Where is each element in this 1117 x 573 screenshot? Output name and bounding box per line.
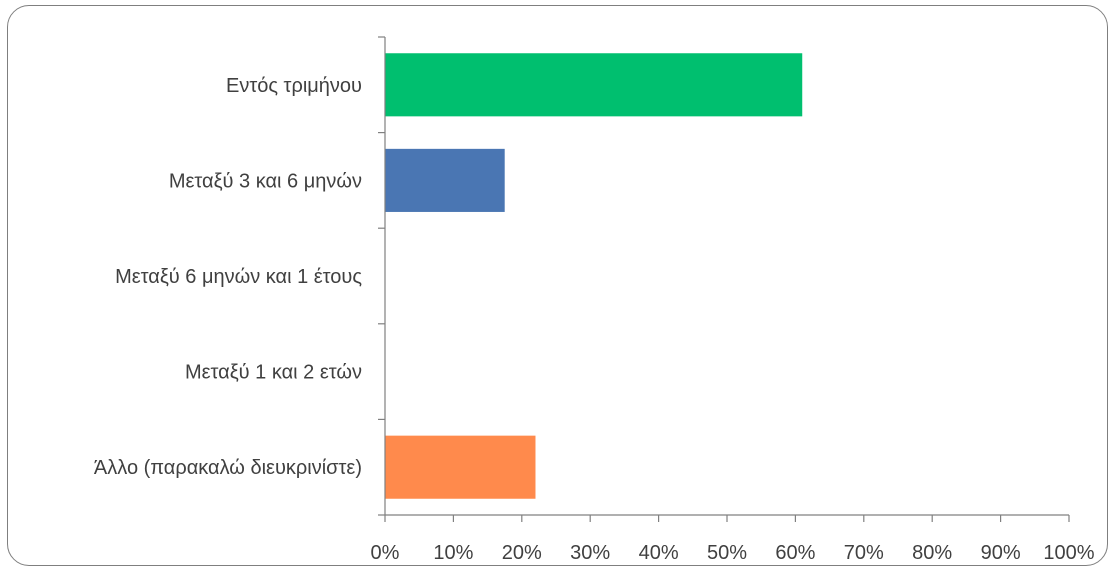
bars-group (385, 53, 803, 499)
x-tick-label: 90% (981, 542, 1021, 564)
x-tick-label: 80% (912, 542, 952, 564)
category-labels-group: Εντός τριμήνου Μεταξύ 3 και 6 μηνών Μεταξύ… (94, 75, 362, 479)
category-label: Μεταξύ 6 μηνών και 1 έτους (115, 266, 362, 288)
x-tick-label: 70% (844, 542, 884, 564)
category-label: Άλλο (παρακαλώ διευκρινίστε) (94, 457, 362, 479)
x-tick-label: 40% (639, 542, 679, 564)
x-tick-labels-group: 0% 10% 20% 30% 40% 50% 60% 70% 80% 90% 100% (371, 542, 1095, 564)
x-ticks-group (384, 515, 1070, 522)
x-tick-label: 60% (775, 542, 815, 564)
bar (385, 435, 536, 499)
x-tick-label: 10% (433, 542, 473, 564)
category-label: Μεταξύ 1 και 2 ετών (185, 362, 362, 384)
x-tick-label: 100% (1043, 542, 1094, 564)
bar (385, 53, 803, 117)
x-tick-label: 20% (502, 542, 542, 564)
category-ticks-group (378, 36, 385, 516)
x-tick-label: 50% (707, 542, 747, 564)
x-tick-label: 0% (371, 542, 400, 564)
bar (385, 148, 505, 212)
category-label: Εντός τριμήνου (226, 75, 362, 97)
x-tick-label: 30% (570, 542, 610, 564)
category-label: Μεταξύ 3 και 6 μηνών (169, 170, 362, 192)
